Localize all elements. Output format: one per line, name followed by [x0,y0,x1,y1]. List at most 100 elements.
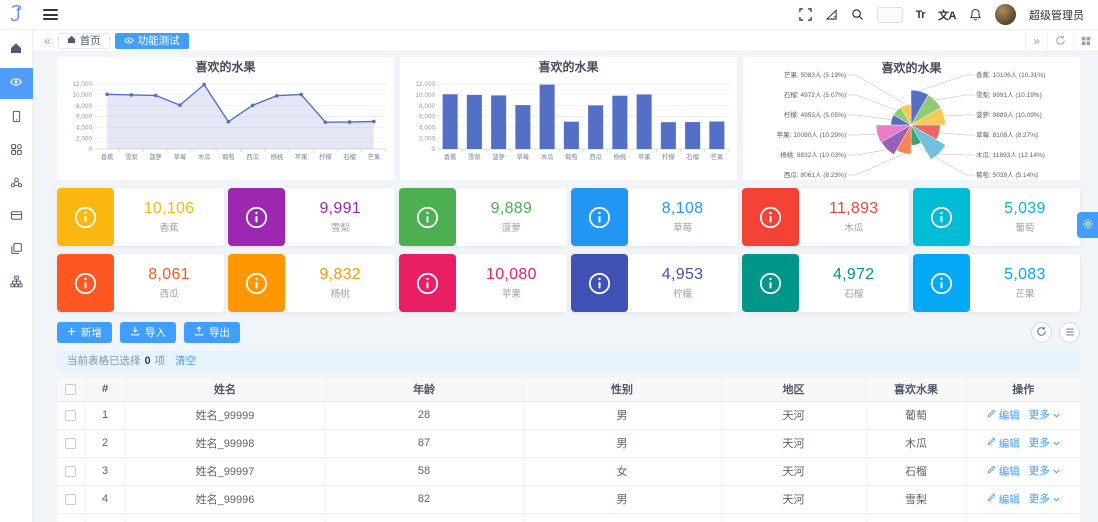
sidebar-item-pages[interactable] [0,235,33,264]
row-gender: 女 [523,457,722,486]
info-icon [912,188,970,246]
ruler-icon[interactable] [825,8,838,21]
app-logo-icon [7,4,26,26]
fullscreen-icon[interactable] [798,8,812,21]
more-button[interactable]: 更多 [1029,463,1060,478]
svg-text:葡萄: 葡萄 [565,152,578,161]
info-icon [570,254,628,312]
edit-button[interactable]: 编辑 [987,408,1020,423]
info-icon [570,188,628,246]
sidebar-item-organization[interactable] [0,169,33,198]
tab-home-label: 首页 [79,35,101,47]
cluster-icon [10,176,23,192]
svg-text:2,000: 2,000 [419,135,435,142]
sidebar-item-home[interactable] [0,35,33,64]
pencil-icon [987,409,996,421]
svg-text:8,000: 8,000 [419,103,435,110]
row-index: 4 [85,485,126,514]
theme-settings-button[interactable] [1077,212,1098,238]
home-icon [9,41,23,58]
svg-text:8,000: 8,000 [76,103,92,110]
row-select-cell [57,401,86,430]
stat-card-西瓜: 8,061 西瓜 [57,254,225,312]
stats-grid: 10,106 香蕉 9,991 雪梨 9,889 菠萝 8,108 草莓 11,893 木瓜 5,0… [57,188,1080,312]
svg-text:杨桃: 杨桃 [271,152,284,161]
row-cell [523,513,722,522]
charts-row: 喜欢的水果 0 2,000 4,000 6,000 8,000 10,000 12,000 香… [57,57,1080,180]
stat-value: 10,080 [486,266,537,283]
selection-alert: 当前表格已选择 0 项 清空 [57,351,1080,370]
more-button[interactable]: 更多 [1029,435,1060,450]
sidebar-item-form[interactable] [0,202,33,231]
table-refresh-button[interactable] [1031,322,1052,343]
svg-text:石榴: 石榴 [343,152,356,161]
import-button[interactable]: 导入 [120,322,176,343]
eye-icon [124,35,134,47]
eye-icon [9,75,23,92]
sidebar-item-device[interactable] [0,103,33,132]
stat-label: 柠檬 [673,289,693,300]
sidebar-item-structure[interactable] [0,268,33,297]
tabs-scroll-left-icon[interactable]: « [44,33,51,48]
sidebar-item-feature-test[interactable] [0,68,33,99]
sidebar-item-components[interactable] [0,136,33,165]
row-cell [966,513,1080,522]
stat-body: 5,039 葡萄 [970,188,1080,246]
stat-body: 5,083 芒果 [970,254,1080,312]
clear-selection-link[interactable]: 清空 [175,355,197,367]
stat-body: 4,972 石榴 [799,254,909,312]
top-header: Tr 文A 超级管理员 [33,0,1098,30]
stat-label: 雪梨 [330,223,350,234]
table-settings-button[interactable] [1059,322,1080,343]
tabs-scroll-right-icon[interactable]: » [1025,30,1047,51]
add-button[interactable]: 新增 [57,322,112,343]
stat-label: 葡萄 [1015,223,1035,234]
app-logo[interactable] [0,0,33,30]
tab-feature-test[interactable]: 功能测试 [114,32,189,49]
stat-value: 11,893 [828,200,879,217]
edit-button[interactable]: 编辑 [987,436,1020,451]
stat-value: 9,991 [319,200,362,217]
svg-text:柠檬: 4953人 (5.05%): 柠檬: 4953人 (5.05%) [784,110,846,119]
menu-toggle-icon[interactable] [43,9,58,20]
row-checkbox[interactable] [65,465,77,477]
more-button[interactable]: 更多 [1029,491,1060,506]
select-all-checkbox[interactable] [65,383,77,395]
row-cell [85,513,126,522]
refresh-icon [1036,325,1047,340]
search-icon[interactable] [851,8,864,21]
col-index: # [85,378,126,402]
svg-text:苹果: 10080人 (10.29%): 苹果: 10080人 (10.29%) [777,130,846,139]
tabs-maximize-icon[interactable] [1073,30,1098,51]
tab-home[interactable]: 首页 [57,32,110,49]
pie-chart-card: 喜欢的水果 香蕉: 10106人 (10.31%) 雪梨: 9991人 (10.1… [743,57,1080,180]
row-gender: 男 [523,429,722,458]
avatar[interactable] [995,4,1016,25]
row-select-cell [57,457,86,486]
column-settings-icon [1065,325,1075,340]
row-index: 3 [85,457,126,486]
edit-button[interactable]: 编辑 [987,492,1020,507]
stat-label: 香蕉 [159,223,179,234]
stat-label: 苹果 [501,289,521,300]
row-checkbox[interactable] [65,409,77,421]
table-header-row: # 姓名 年龄 性别 地区 喜欢水果 操作 [57,378,1080,402]
add-button-label: 新增 [81,327,102,339]
bell-icon[interactable] [969,8,982,21]
svg-text:香蕉: 香蕉 [101,152,114,161]
row-cell [325,513,524,522]
translate-icon[interactable]: 文A [938,9,956,22]
tabs-refresh-icon[interactable] [1047,30,1073,51]
more-button[interactable]: 更多 [1029,407,1060,422]
pages-icon [10,242,23,258]
row-checkbox[interactable] [65,437,77,449]
row-checkbox[interactable] [65,493,77,505]
svg-text:木瓜: 木瓜 [198,152,211,161]
svg-text:葡萄: 5039人 (5.14%): 葡萄: 5039人 (5.14%) [976,170,1038,179]
username[interactable]: 超级管理员 [1029,9,1084,22]
svg-text:石榴: 4972人 (5.07%): 石榴: 4972人 (5.07%) [784,90,846,99]
font-size-icon[interactable]: Tr [915,8,926,21]
edit-button[interactable]: 编辑 [987,464,1020,479]
export-button[interactable]: 导出 [184,322,240,343]
